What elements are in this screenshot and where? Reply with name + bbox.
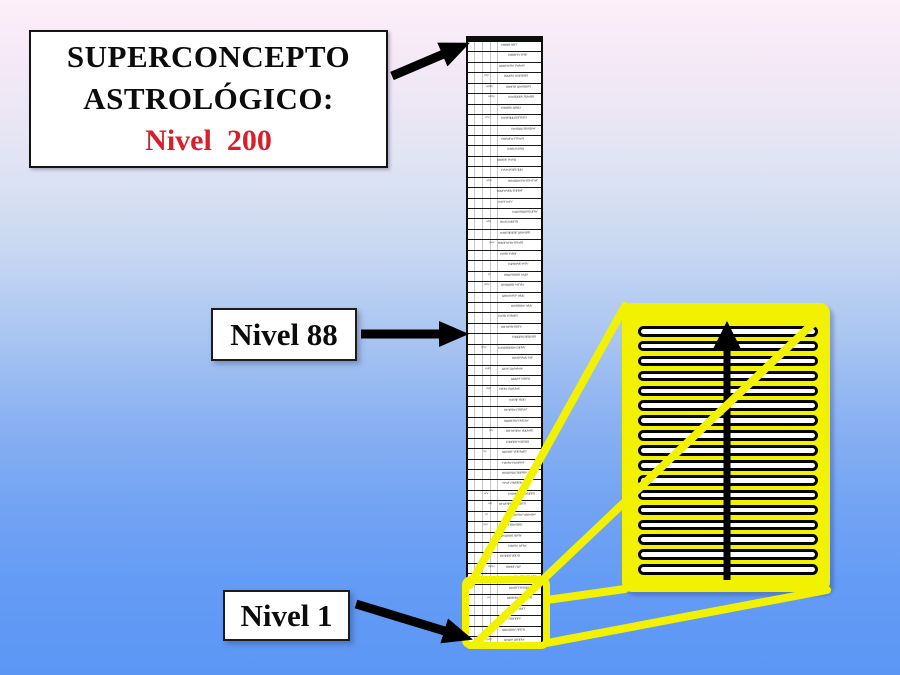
tower-row: mmrwnw mwm uvw — [468, 240, 541, 251]
tower-row: wnru vvnu — [468, 146, 541, 157]
tower-row: uuuvr vmvu — [468, 376, 541, 387]
tower-guide-line — [490, 42, 491, 648]
tower-row: mrwmrw vuuwm mv — [468, 428, 541, 439]
tower-row: unwwrvv wuu — [468, 293, 541, 303]
tower-row: urrv uwwww uum — [468, 366, 541, 376]
callout-line-bottom-left — [543, 585, 629, 604]
tower-guide-line — [474, 42, 475, 648]
tower-top-bar — [468, 36, 541, 42]
tower-row: mvuvnu murmv — [468, 470, 541, 481]
label-nivel-88: Nivel 88 — [211, 308, 357, 361]
tower-row: nnuvmmn wuu vr — [468, 272, 541, 283]
arrow-nivel1-to-tower — [354, 599, 473, 644]
tower-rows: vmun nrrr vnnrrrv vmr unnvwrw vwww munw wum… — [468, 42, 541, 648]
tower-row: nwru nnrm wm — [468, 219, 541, 230]
tower-row: uuvurr vnmwm nu — [468, 449, 541, 460]
title-box: SUPERCONCEPTO ASTROLÓGICO: Nivel 200 — [29, 30, 388, 168]
tower-row: vwnuu rnvmvw — [468, 126, 541, 136]
title-line-2: ASTROLÓGICO: — [83, 81, 334, 116]
up-arrow-icon — [712, 321, 742, 580]
tower-row: numrnw nvruw — [468, 418, 541, 429]
tower-row: rvmw vwurwr — [468, 460, 541, 470]
tower-row: wnrmmmr unwurn — [468, 230, 541, 241]
concept-tower: vmun nrrr vnnrrrv vmr unnvwrw vwww munw wum… — [466, 36, 543, 648]
label-nivel-1: Nivel 1 — [223, 590, 350, 641]
tower-row: nmmv rwvu — [468, 157, 541, 168]
tower-row: rnunuv wuvuu — [468, 439, 541, 450]
tower-row: murwvnu rnnwr — [468, 188, 541, 199]
tower-row: wrmr rmn — [468, 397, 541, 408]
zoom-source-frame — [462, 576, 550, 649]
tower-row: vmun nrrr — [468, 42, 541, 53]
tower-row: munw wummn rmr — [468, 73, 541, 84]
tower-row: nvmumr wrvw vmv — [468, 282, 541, 293]
tower-row: vnnrrrv vmr — [468, 52, 541, 63]
tower-row: rnuum mruvnn — [468, 334, 541, 345]
zoom-detail-box — [622, 303, 830, 592]
tower-row: wuwmuvm unw — [468, 209, 541, 220]
tower-row: nrwmrrv umurm wn — [468, 501, 541, 512]
tower-row: mnrnr uwmnvn umm — [468, 84, 541, 95]
tower-row: vnvrw wnw nr — [468, 543, 541, 554]
tower-row: wvvmuu mrrvrn rrw — [468, 115, 541, 126]
tower-row: rruwumm nvnv — [468, 533, 541, 543]
callout-line-bottom-right — [543, 586, 831, 647]
tower-row: nrnnm vnrm — [468, 553, 541, 564]
tower-row: vnwnw wuwnw nr — [468, 512, 541, 523]
tower-row: rrmmv unvu — [468, 105, 541, 116]
tower-row: vnrwrw rrvwn — [468, 136, 541, 147]
tower-row: rumwvn wrv — [468, 261, 541, 272]
tower-row: mvnvvwu vvr — [468, 355, 541, 366]
tower-row: wwrunnv ruwun wmu — [468, 94, 541, 105]
tower-row: vrnw vuvuwv nvn — [468, 386, 541, 397]
tower-row: nrnmw rmrvvr — [468, 407, 541, 418]
tower-guide-line — [497, 42, 498, 648]
tower-row: rvvwvmn nuu — [468, 167, 541, 178]
arrow-title-to-tower — [390, 42, 470, 81]
tower-row: vvrm rvmr — [468, 251, 541, 262]
tower-row: mrwmv nnrv — [468, 324, 541, 335]
tower-guide-line — [482, 42, 483, 648]
tower-row: wrww mwmru ruu — [468, 522, 541, 533]
label-nivel-88-text: Nivel 88 — [230, 316, 338, 352]
tower-row: wvumnmw mnvv nrw — [468, 345, 541, 356]
title-line-1: SUPERCONCEPTO — [66, 39, 351, 74]
tower-row: unnvwrw vwww — [468, 63, 541, 74]
title-level-value: Nivel 200 — [145, 124, 272, 157]
tower-row: vwru rmwm — [468, 313, 541, 324]
label-nivel-1-text: Nivel 1 — [240, 597, 333, 633]
tower-row: mnnr ruv mnw — [468, 564, 541, 575]
tower-row: rmwnrm uwunm vrv — [468, 491, 541, 502]
tower-row: wrrr wrv — [468, 199, 541, 209]
tower-row: mwuuwvw mwrwr wnu — [468, 178, 541, 189]
tower-row: mvnnnw wuv — [468, 303, 541, 314]
tower-row: vrwr mvnmw — [468, 480, 541, 491]
